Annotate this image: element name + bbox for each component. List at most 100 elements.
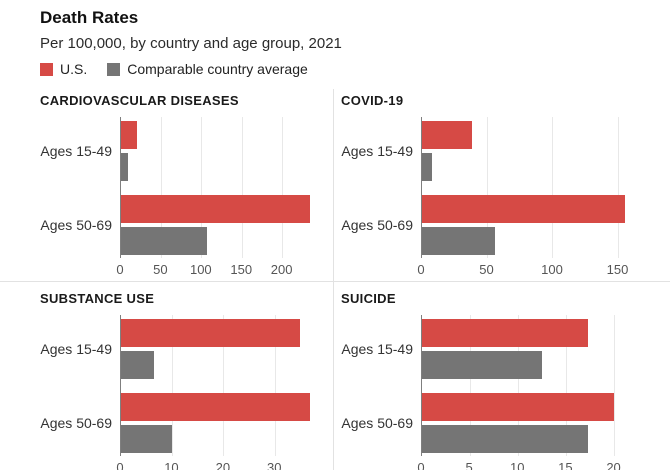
x-tick-label: 100: [189, 262, 212, 277]
bar-comparable: [422, 425, 588, 453]
bar-us: [422, 195, 626, 223]
bar-comparable: [422, 153, 433, 181]
gridline: [517, 315, 519, 456]
bar-group: [121, 195, 318, 255]
bar-us: [422, 121, 472, 149]
comparable-swatch-icon: [107, 62, 121, 76]
panels-grid: CARDIOVASCULAR DISEASES Ages 15-49 Ages 5…: [0, 89, 670, 470]
legend-item-comparable: Comparable country average: [107, 61, 308, 77]
gridline: [201, 117, 203, 258]
panel-title: SUBSTANCE USE: [40, 291, 155, 306]
chart-subtitle: Per 100,000, by country and age group, 2…: [40, 35, 342, 52]
legend: U.S. Comparable country average: [40, 61, 670, 77]
bar-group: [121, 121, 318, 181]
bar-chart: Ages 15-49 Ages 50-69: [40, 117, 318, 258]
panel-title: SUICIDE: [341, 291, 396, 306]
bar-comparable: [121, 351, 155, 379]
gridline: [613, 315, 615, 456]
bar-comparable: [422, 351, 542, 379]
bar-chart: Ages 15-49 Ages 50-69: [341, 315, 628, 456]
x-tick-label: 10: [164, 460, 179, 470]
x-tick-label: 0: [417, 262, 425, 277]
x-axis: 0 50 100 150: [417, 258, 629, 278]
legend-label-us: U.S.: [60, 61, 88, 77]
bar-us: [121, 121, 138, 149]
bar-us: [422, 393, 614, 421]
gridline: [469, 315, 471, 456]
x-tick-label: 150: [230, 262, 253, 277]
x-tick-label: 200: [270, 262, 293, 277]
gridline: [172, 315, 174, 456]
age-group-label: Ages 15-49: [40, 143, 112, 159]
x-tick-label: 5: [465, 460, 473, 470]
age-group-label: Ages 15-49: [40, 341, 112, 357]
plot-area: [120, 315, 318, 456]
x-tick-label: 20: [215, 460, 231, 470]
gridline: [241, 117, 243, 258]
y-axis-labels: Ages 15-49 Ages 50-69: [341, 315, 421, 456]
page-title: Death Rates: [40, 8, 139, 27]
panel-title: COVID-19: [341, 93, 404, 108]
plot-area: [421, 315, 628, 456]
gridline: [552, 117, 554, 258]
bar-comparable: [422, 227, 495, 255]
age-group-label: Ages 50-69: [40, 415, 112, 431]
gridline: [281, 117, 283, 258]
age-group-label: Ages 15-49: [341, 143, 413, 159]
bar-comparable: [121, 425, 173, 453]
gridline: [565, 315, 567, 456]
y-axis-labels: Ages 15-49 Ages 50-69: [40, 315, 120, 456]
gridline: [274, 315, 276, 456]
bar-chart: Ages 15-49 Ages 50-69: [341, 117, 628, 258]
age-group-label: Ages 50-69: [40, 217, 112, 233]
x-tick-label: 15: [558, 460, 573, 470]
panel-covid-19: COVID-19 Ages 15-49 Ages 50-69 0 50 100 150: [333, 89, 670, 281]
y-axis-labels: Ages 15-49 Ages 50-69: [40, 117, 120, 258]
gridline: [223, 315, 225, 456]
panel-title: CARDIOVASCULAR DISEASES: [40, 93, 239, 108]
x-tick-label: 30: [267, 460, 282, 470]
chart-header: Death Rates Per 100,000, by country and …: [0, 0, 670, 77]
bar-us: [121, 393, 311, 421]
bar-group: [422, 319, 628, 379]
bar-group: [121, 393, 318, 453]
bar-comparable: [121, 153, 129, 181]
x-tick-label: 0: [417, 460, 425, 470]
panel-cardiovascular-diseases: CARDIOVASCULAR DISEASES Ages 15-49 Ages 5…: [0, 89, 333, 281]
plot-area: [120, 117, 318, 258]
bar-group: [422, 393, 628, 453]
bar-us: [121, 319, 301, 347]
bar-us: [121, 195, 310, 223]
us-swatch-icon: [40, 62, 53, 76]
bar-chart: Ages 15-49 Ages 50-69: [40, 315, 318, 456]
bar-group: [422, 121, 628, 181]
x-axis: 0 10 20 30: [116, 456, 318, 470]
bar-comparable: [121, 227, 208, 255]
plot-area: [421, 117, 628, 258]
x-tick-label: 150: [606, 262, 629, 277]
y-axis-labels: Ages 15-49 Ages 50-69: [341, 117, 421, 258]
bar-us: [422, 319, 588, 347]
x-axis: 0 50 100 150 200: [116, 258, 318, 278]
legend-item-us: U.S.: [40, 61, 87, 77]
x-tick-label: 0: [116, 262, 124, 277]
gridline: [487, 117, 489, 258]
panel-substance-use: SUBSTANCE USE Ages 15-49 Ages 50-69 0 10 20…: [0, 281, 333, 470]
x-axis: 0 5 10 15 20: [417, 456, 628, 470]
x-tick-label: 0: [116, 460, 124, 470]
x-tick-label: 10: [510, 460, 525, 470]
age-group-label: Ages 50-69: [341, 415, 413, 431]
age-group-label: Ages 50-69: [341, 217, 413, 233]
panel-suicide: SUICIDE Ages 15-49 Ages 50-69 0 5 10 15 20: [333, 281, 670, 470]
x-tick-label: 20: [606, 460, 621, 470]
x-tick-label: 100: [541, 262, 563, 277]
bar-group: [422, 195, 628, 255]
bar-group: [121, 319, 318, 379]
x-tick-label: 50: [479, 262, 494, 277]
gridline: [161, 117, 163, 258]
gridline: [617, 117, 619, 258]
age-group-label: Ages 15-49: [341, 341, 413, 357]
legend-label-comparable: Comparable country average: [127, 61, 308, 77]
x-tick-label: 50: [153, 262, 168, 277]
